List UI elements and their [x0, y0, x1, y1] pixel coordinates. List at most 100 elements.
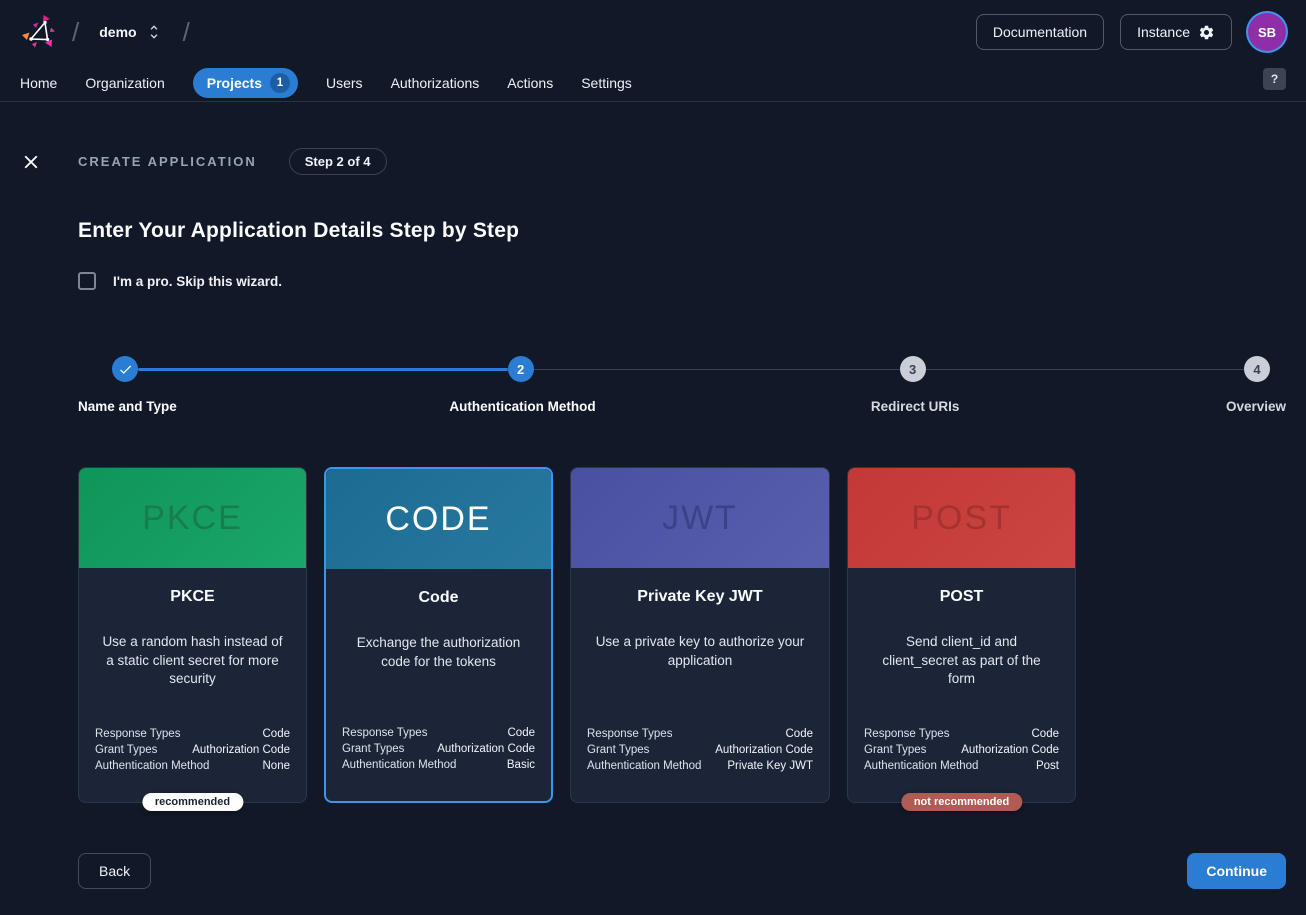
skip-wizard-checkbox[interactable]: [78, 272, 96, 290]
step-connector: [925, 368, 1244, 370]
attribute-value: Code: [785, 728, 814, 740]
card-title: Private Key JWT: [637, 588, 763, 605]
step-circle-4: 4: [1244, 356, 1270, 382]
attribute-row: Authentication Method Post: [864, 760, 1059, 772]
attribute-label: Response Types: [864, 728, 950, 740]
attribute-value: Code: [507, 727, 536, 739]
step-circle-3: 3: [899, 356, 926, 382]
step-label-overview: Overview: [1225, 399, 1286, 414]
card-description: Send client_id and client_secret as part…: [882, 634, 1041, 687]
attribute-row: Response Types Code: [864, 728, 1059, 740]
nav-item-authorizations[interactable]: Authorizations: [390, 74, 480, 91]
attribute-value: Basic: [506, 759, 535, 771]
card-title: PKCE: [170, 588, 215, 605]
card-attributes: Response Types Code Grant Types Authoriz…: [587, 728, 813, 772]
attribute-value: Post: [1035, 760, 1059, 772]
card-banner: POST: [848, 468, 1075, 568]
attribute-row: Grant Types Authorization Code: [864, 744, 1059, 756]
banner-title: PKCE: [142, 498, 243, 537]
attribute-label: Response Types: [95, 728, 181, 740]
card-title: POST: [939, 588, 984, 605]
attribute-value: Code: [262, 728, 291, 740]
banner-title: CODE: [385, 499, 492, 538]
attribute-label: Response Types: [342, 727, 428, 739]
documentation-button[interactable]: Documentation: [975, 14, 1105, 50]
main-content: CREATE APPLICATION Step 2 of 4 Enter You…: [0, 148, 1306, 889]
nav-item-actions[interactable]: Actions: [507, 74, 554, 91]
attribute-row: Response Types Code: [342, 727, 535, 739]
nav-item-organization[interactable]: Organization: [85, 74, 165, 91]
attribute-label: Grant Types: [95, 744, 158, 756]
check-icon: [118, 362, 133, 377]
card-attributes: Response Types Code Grant Types Authoriz…: [95, 728, 290, 772]
attribute-row: Authentication Method None: [95, 760, 290, 772]
attribute-row: Authentication Method Private Key JWT: [587, 760, 813, 772]
attribute-label: Response Types: [587, 728, 673, 740]
card-description: Use a random hash instead of a static cl…: [102, 634, 283, 687]
nav-item-home[interactable]: Home: [20, 74, 58, 91]
documentation-label: Documentation: [992, 24, 1088, 40]
card-title: Code: [418, 589, 459, 606]
help-button[interactable]: ?: [1263, 68, 1286, 90]
banner-title: POST: [911, 498, 1012, 537]
attribute-row: Response Types Code: [587, 728, 813, 740]
projects-count-badge: 1: [270, 72, 290, 93]
attribute-label: Authentication Method: [864, 760, 979, 772]
back-button[interactable]: Back: [78, 853, 152, 889]
recommendation-chip: recommended: [141, 793, 244, 811]
close-icon: [20, 151, 42, 173]
method-card-pkce[interactable]: PKCE PKCE Use a random hash instead of a…: [78, 467, 307, 811]
card-description: Exchange the authorization code for the …: [356, 635, 521, 669]
card-banner: PKCE: [79, 468, 306, 568]
close-button[interactable]: [20, 151, 42, 173]
attribute-value: None: [262, 760, 291, 772]
attribute-row: Grant Types Authorization Code: [95, 744, 290, 756]
attribute-label: Authentication Method: [342, 759, 457, 771]
card-attributes: Response Types Code Grant Types Authoriz…: [342, 727, 535, 771]
nav-item-settings[interactable]: Settings: [581, 74, 632, 91]
step-circle-1: [112, 356, 138, 382]
instance-button[interactable]: Instance: [1120, 14, 1232, 50]
attribute-value: Private Key JWT: [727, 760, 813, 772]
nav-item-projects[interactable]: Projects 1: [192, 67, 298, 98]
org-name: demo: [99, 24, 137, 40]
attribute-label: Grant Types: [342, 743, 405, 755]
step-label-name-and-type: Name and Type: [78, 399, 177, 414]
page-heading: Enter Your Application Details Step by S…: [78, 219, 520, 242]
nav-item-users[interactable]: Users: [326, 74, 363, 91]
attribute-value: Code: [1031, 728, 1060, 740]
continue-button[interactable]: Continue: [1187, 853, 1286, 889]
attribute-row: Response Types Code: [95, 728, 290, 740]
step-circle-2: 2: [507, 356, 534, 382]
stepper: 2 3 4 Name and Type Authentication Metho…: [78, 356, 1286, 417]
step-label-redirect-uris: Redirect URIs: [870, 399, 960, 414]
avatar-initials: SB: [1257, 24, 1277, 40]
attribute-value: Authorization Code: [961, 744, 1059, 756]
top-bar: / demo / Documentation Instance SB: [0, 0, 1306, 64]
method-card-jwt[interactable]: JWT Private Key JWT Use a private key to…: [570, 467, 830, 803]
gear-icon: [1198, 24, 1215, 41]
card-banner: JWT: [571, 468, 829, 568]
attribute-row: Authentication Method Basic: [342, 759, 535, 771]
attribute-row: Grant Types Authorization Code: [587, 744, 813, 756]
attribute-row: Grant Types Authorization Code: [342, 743, 535, 755]
breadcrumb-slash: /: [72, 17, 80, 47]
attribute-label: Authentication Method: [587, 760, 702, 772]
attribute-label: Authentication Method: [95, 760, 210, 772]
attribute-label: Grant Types: [864, 744, 927, 756]
wizard-title: CREATE APPLICATION: [78, 154, 257, 169]
method-cards: PKCE PKCE Use a random hash instead of a…: [78, 467, 1286, 811]
user-avatar[interactable]: SB: [1248, 13, 1286, 51]
banner-title: JWT: [662, 498, 738, 537]
method-card-post[interactable]: POST POST Send client_id and client_secr…: [847, 467, 1076, 811]
step-label-authentication-method: Authentication Method: [449, 399, 596, 414]
nav-bar: Home Organization Projects 1 Users Autho…: [0, 64, 1306, 102]
method-card-code[interactable]: CODE Code Exchange the authorization cod…: [324, 467, 553, 803]
attribute-value: Authorization Code: [437, 743, 535, 755]
org-selector[interactable]: demo: [93, 19, 168, 45]
breadcrumb-slash: /: [182, 17, 190, 47]
attribute-value: Authorization Code: [715, 744, 813, 756]
instance-label: Instance: [1137, 24, 1190, 40]
card-attributes: Response Types Code Grant Types Authoriz…: [864, 728, 1059, 772]
app-logo-icon[interactable]: [20, 13, 58, 51]
